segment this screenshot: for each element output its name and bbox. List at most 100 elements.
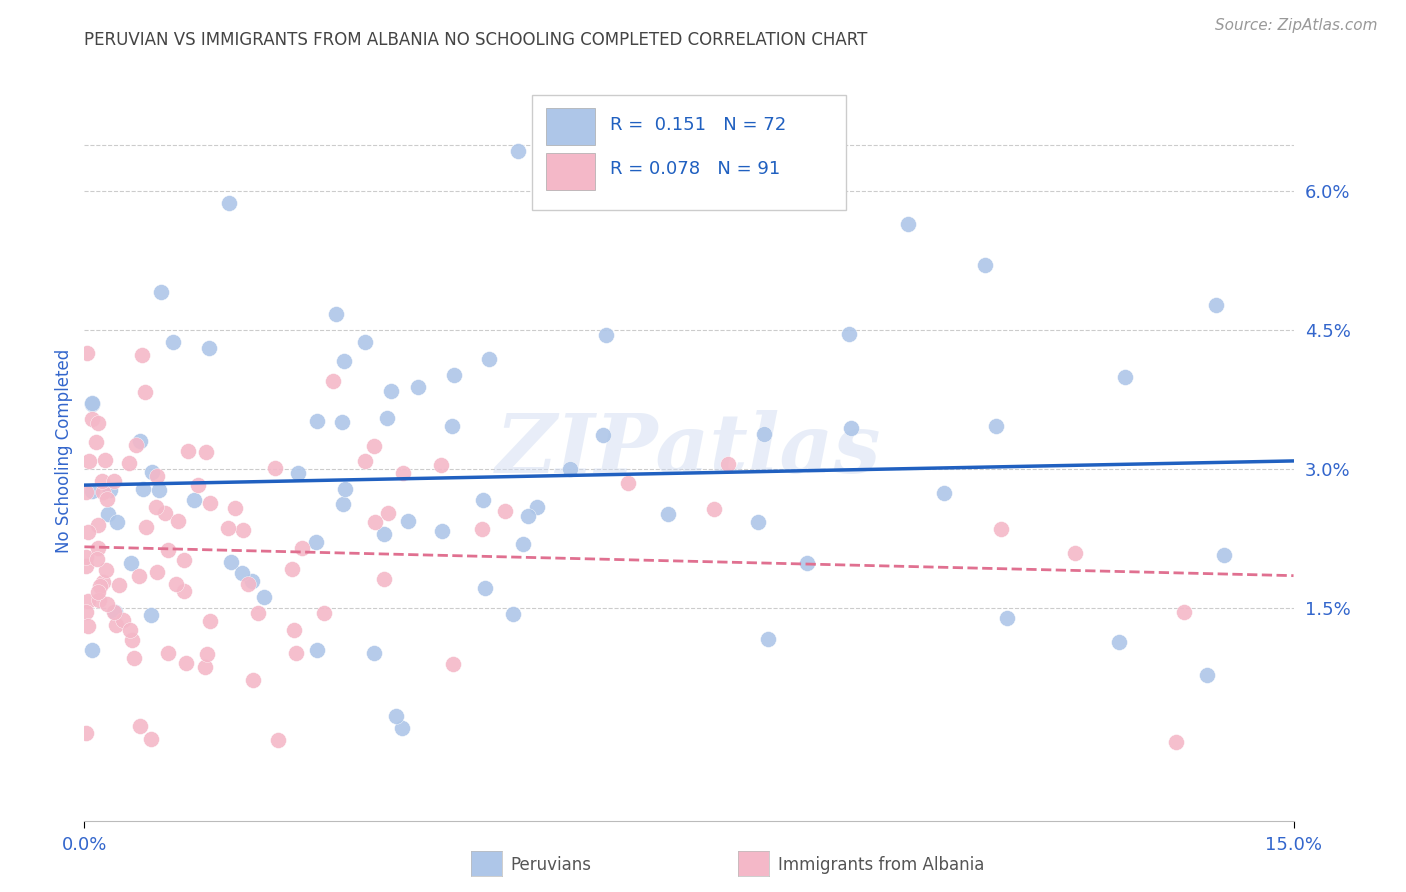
Point (512, 537, 534, 551)
Point (330, 415, 353, 429)
Point (990, 522, 1012, 536)
Y-axis label: No Schooling Completed: No Schooling Completed (55, 349, 73, 552)
Point (375, 410, 398, 425)
Point (377, 506, 399, 520)
Point (1212, 549, 1234, 563)
Point (391, 721, 413, 735)
Point (283, 623, 305, 637)
FancyBboxPatch shape (547, 109, 595, 145)
Point (103, 605, 125, 619)
Point (141, 607, 163, 622)
Point (796, 556, 818, 570)
Point (471, 522, 494, 536)
Point (406, 380, 429, 394)
Text: PERUVIAN VS IMMIGRANTS FROM ALBANIA NO SCHOOLING COMPLETED CORRELATION CHART: PERUVIAN VS IMMIGRANTS FROM ALBANIA NO S… (84, 31, 868, 49)
Point (75, 605, 97, 619)
Point (373, 526, 395, 541)
Point (97, 507, 120, 521)
Point (217, 521, 239, 535)
Point (82, 397, 104, 411)
Point (75, 559, 97, 574)
Point (474, 581, 496, 595)
FancyBboxPatch shape (531, 95, 846, 210)
Point (1114, 369, 1136, 384)
Point (441, 657, 464, 672)
Point (502, 607, 524, 622)
Point (111, 613, 134, 627)
Point (516, 508, 538, 523)
Point (129, 719, 152, 733)
Point (98, 483, 121, 497)
Point (363, 516, 385, 530)
Point (198, 496, 221, 510)
Point (932, 486, 955, 500)
Point (1166, 735, 1188, 749)
Point (396, 514, 419, 528)
Point (197, 341, 219, 355)
Point (157, 542, 180, 557)
Point (118, 456, 141, 470)
Point (91, 574, 114, 589)
Point (440, 418, 463, 433)
Point (443, 368, 465, 382)
Point (717, 457, 740, 471)
Point (305, 534, 328, 549)
Point (131, 348, 153, 362)
Point (247, 607, 270, 621)
Point (134, 384, 156, 399)
Point (120, 556, 142, 570)
Point (82, 643, 104, 657)
Point (139, 732, 162, 747)
Point (173, 584, 195, 599)
Point (353, 335, 375, 350)
Point (1173, 606, 1195, 620)
Point (305, 643, 328, 657)
Point (146, 566, 169, 580)
Point (80, 412, 103, 426)
Point (385, 709, 408, 723)
Point (82, 484, 104, 499)
Point (471, 492, 494, 507)
Point (657, 508, 679, 522)
Point (89, 579, 111, 593)
Point (333, 353, 356, 368)
Point (373, 572, 395, 586)
Point (236, 576, 259, 591)
Text: R =  0.151   N = 72: R = 0.151 N = 72 (610, 116, 786, 134)
Point (162, 334, 184, 349)
Point (141, 465, 163, 479)
Point (76, 525, 98, 540)
Point (87, 518, 110, 533)
Point (76, 594, 98, 608)
Point (135, 520, 157, 534)
Point (156, 646, 179, 660)
Point (266, 733, 288, 747)
Point (107, 578, 129, 592)
Point (155, 506, 177, 520)
Point (494, 504, 516, 518)
Point (187, 478, 209, 492)
Point (173, 553, 195, 567)
Point (703, 502, 725, 516)
Point (174, 656, 197, 670)
Point (104, 605, 127, 619)
Point (291, 541, 314, 556)
Point (363, 440, 385, 454)
Point (104, 618, 127, 632)
Point (105, 515, 128, 529)
Point (242, 673, 264, 687)
Point (87, 541, 110, 556)
Point (333, 482, 356, 496)
Point (91, 484, 114, 499)
Point (747, 516, 769, 530)
Point (380, 384, 402, 398)
Point (150, 285, 173, 299)
Point (198, 614, 221, 628)
Point (560, 462, 582, 476)
Point (125, 438, 148, 452)
Point (354, 454, 377, 468)
Point (194, 445, 217, 459)
Point (87, 417, 110, 431)
Point (429, 458, 451, 472)
Point (121, 633, 143, 648)
